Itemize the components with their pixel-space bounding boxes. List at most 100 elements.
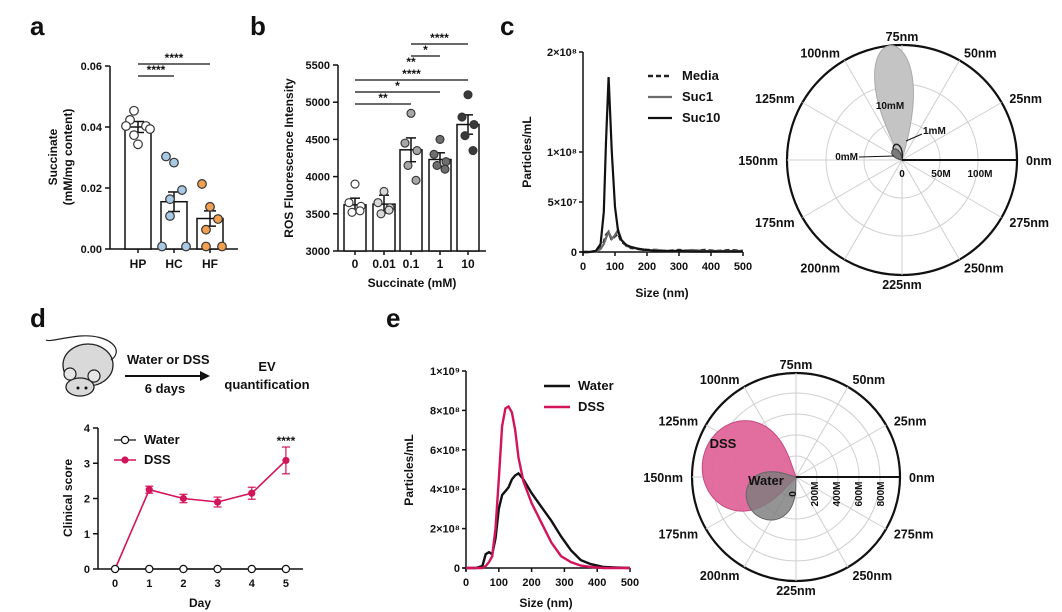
data-point: [411, 175, 421, 185]
data-point: [201, 224, 211, 235]
polar-angle-label: 250nm: [964, 261, 1004, 275]
y-tick-label: 3000: [306, 246, 330, 258]
polar-radial-label: 400M: [832, 481, 843, 506]
data-point-water: [247, 564, 256, 574]
polar-spoke: [901, 60, 960, 161]
mouse-ear: [63, 367, 77, 381]
polar-callout: [905, 133, 923, 142]
y-tick-label: 1: [84, 529, 90, 541]
series-line-water: [466, 471, 631, 570]
x-tick-label: 300: [670, 261, 688, 273]
y-tick-label: 0: [571, 247, 577, 259]
data-point: [129, 105, 139, 116]
y-tick-label: 2×10⁸: [547, 47, 577, 59]
data-point: [463, 90, 473, 100]
data-point-water: [213, 564, 222, 574]
x-axis-label: Size (nm): [519, 596, 572, 610]
x-tick-label: 0: [112, 578, 118, 590]
panel-b: b 3000 3500 4000 4500 5000 5500 ROS Fluorescenc…: [250, 11, 486, 290]
timeline-arrowhead: [200, 371, 210, 381]
x-tick-label: 10: [461, 257, 475, 271]
data-point: [347, 207, 357, 217]
x-tick-label: 0: [463, 577, 469, 589]
data-point-water: [145, 564, 154, 574]
x-tick-label: 0: [352, 257, 359, 271]
polar-spoke: [901, 159, 960, 260]
y-axis-label: Clinical score: [61, 459, 75, 537]
y-tick-label: 2: [84, 494, 90, 506]
polar-angle-label: 275nm: [894, 528, 934, 542]
outcome-label: quantification: [224, 377, 309, 392]
y-tick-label: 0.00: [81, 244, 102, 256]
panel-label-b: b: [250, 11, 266, 41]
data-point: [432, 160, 442, 170]
significance-label: ****: [277, 434, 296, 448]
y-tick-label: 1×10⁸: [547, 147, 577, 159]
data-point: [355, 206, 365, 216]
polar-radial-label: 50M: [931, 169, 950, 180]
y-tick-label: 0: [454, 563, 460, 575]
polar-series-label: 0mM: [835, 152, 858, 163]
arrow-label-top: Water or DSS: [127, 352, 210, 367]
mouse-eye: [84, 386, 88, 390]
series-line-suc10: [583, 76, 743, 254]
y-axis-label: ROS Fluorescence Intensity: [282, 78, 296, 238]
x-tick-label: 2: [180, 578, 186, 590]
data-point: [344, 198, 354, 208]
polar-series-label: 10mM: [876, 101, 904, 112]
y-tick-label: 5000: [306, 97, 330, 109]
data-point-dss: [282, 456, 290, 465]
legend-label: Media: [682, 68, 720, 83]
polar-series-label: 1mM: [923, 126, 946, 137]
panel-label-a: a: [30, 11, 45, 41]
y-tick-label: 5500: [306, 60, 330, 72]
y-tick-label: 6×10⁸: [430, 445, 460, 457]
y-axis-label: Succinate: [46, 128, 60, 185]
x-tick-label: HP: [130, 257, 147, 271]
significance-label: ****: [147, 63, 166, 77]
significance-label: **: [406, 55, 416, 69]
data-point: [457, 112, 467, 122]
data-point: [406, 108, 416, 118]
polar-angle-label: 150nm: [738, 154, 778, 168]
data-point: [177, 185, 187, 195]
polar-radial-label: 800M: [876, 481, 887, 506]
x-tick-label: HC: [165, 257, 183, 271]
x-tick-label: HF: [202, 257, 218, 271]
significance-label: *: [395, 79, 400, 93]
polar-radial-label: 200M: [810, 481, 821, 506]
data-point: [217, 241, 227, 252]
y-tick-label: 3: [84, 458, 90, 470]
legend-label: Water: [578, 378, 614, 393]
polar-series-label: Water: [748, 473, 784, 488]
polar-radial-label: 100M: [967, 169, 992, 180]
x-tick-label: 1: [437, 257, 444, 271]
y-axis-label: Particles/mL: [402, 434, 416, 505]
polar-area-water: [745, 471, 797, 521]
y-tick-label: 5×10⁷: [548, 197, 578, 209]
series-line-suc1: [583, 227, 743, 254]
x-tick-label: 500: [621, 577, 639, 589]
data-point: [412, 146, 422, 156]
polar-angle-label: 25nm: [1009, 92, 1042, 106]
x-tick-label: 0: [580, 261, 586, 273]
panel-label-d: d: [30, 303, 46, 333]
polar-radial-label: 0: [788, 491, 799, 497]
y-tick-label: 0: [84, 564, 90, 576]
polar-angle-label: 125nm: [755, 92, 795, 106]
y-tick-label: 0.04: [81, 122, 103, 134]
data-point: [373, 198, 383, 208]
polar-area-10mm: [874, 45, 914, 162]
x-tick-label: 5: [283, 578, 289, 590]
x-tick-label: 3: [215, 578, 221, 590]
x-tick-label: 1: [146, 578, 152, 590]
polar-angle-label: 125nm: [659, 415, 699, 429]
legend-label: Suc1: [682, 89, 713, 104]
polar-spoke: [795, 476, 849, 568]
x-axis-label: Succinate (mM): [368, 276, 457, 290]
polar-spoke: [802, 102, 903, 161]
polar-angle-label: 175nm: [659, 528, 699, 542]
data-point: [429, 149, 439, 159]
y-tick-label: 0.02: [81, 183, 102, 195]
